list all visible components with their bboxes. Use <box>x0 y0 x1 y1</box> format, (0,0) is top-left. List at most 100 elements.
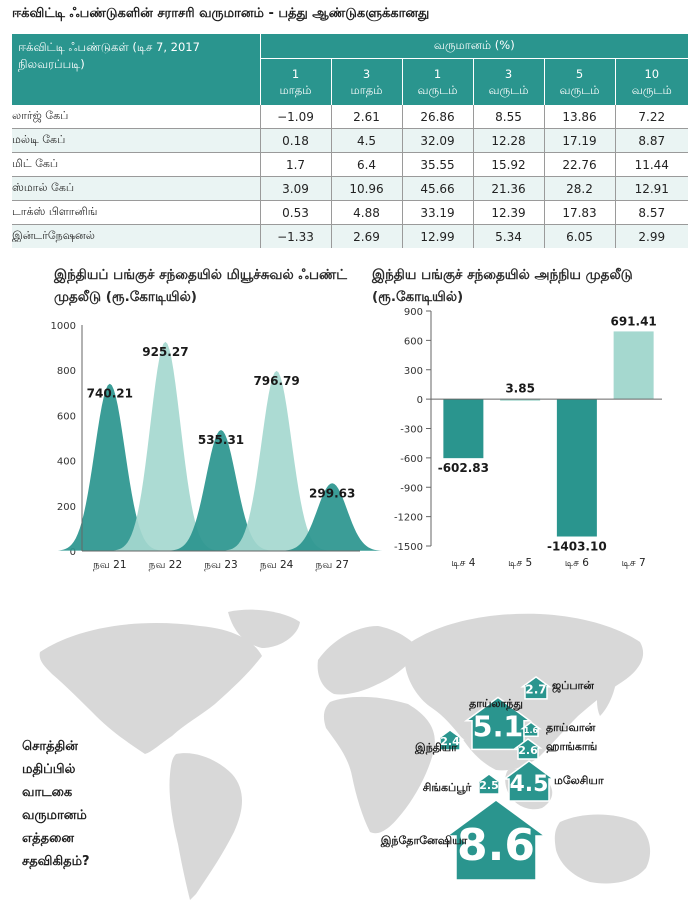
return-cell: 6.4 <box>330 152 402 177</box>
mf-peak <box>57 383 162 551</box>
period-unit: மாதம் <box>279 83 312 97</box>
period-header: 3 மாதம் <box>330 58 402 105</box>
return-cell: 1.7 <box>259 152 331 177</box>
return-cell: 7.22 <box>614 105 689 129</box>
y-tick-label: -1500 <box>394 542 423 553</box>
period-number: 3 <box>362 67 371 81</box>
x-tick-label: டிச 4 <box>451 557 476 569</box>
return-cell: 12.39 <box>472 200 544 225</box>
mf-value-label: 740.21 <box>87 387 133 401</box>
fii-chart-title: இந்திய பங்குச் சந்தையில் அந்நிய முதலீடு … <box>372 267 633 305</box>
australia-shape <box>554 814 651 884</box>
world-map: 2.7 ஜப்பான்5.1தாய்லாந்து1.6 தாய்வான்2.4இந்… <box>39 609 651 900</box>
y-tick-label: 800 <box>57 366 76 377</box>
y-tick-label: 600 <box>404 336 423 347</box>
return-cell: 17.19 <box>543 128 615 153</box>
return-cell: 0.18 <box>259 128 331 153</box>
return-cell: 17.83 <box>543 200 615 225</box>
return-cell: 33.19 <box>401 200 473 225</box>
return-cell: 2.99 <box>614 224 689 248</box>
mf-peak <box>280 483 385 551</box>
page-title: ஈக்விட்டி ஃபண்டுகளின் சராசரி வருமானம் - … <box>12 6 430 21</box>
country-yield-value: 2.7 <box>525 682 546 696</box>
return-cell: −1.33 <box>259 224 331 248</box>
period-unit: வருடம் <box>417 83 458 97</box>
y-tick-label: 200 <box>57 502 76 513</box>
returns-table: ஈக்விட்டி ஃபண்டுகள் (டிச 7, 2017 நிலவரப்… <box>12 34 689 248</box>
fund-category: லார்ஜ் கேப் <box>12 105 260 129</box>
x-tick-label: நவ 21 <box>93 559 126 571</box>
fii-value-label: 3.85 <box>505 382 535 396</box>
mf-investment-chart: 0 200 400 600 800 1000 740.21 நவ 21 925.27 நவ 22 5… <box>51 321 385 571</box>
y-tick-label: 0 <box>417 395 423 406</box>
fund-category: ஸ்மால் கேப் <box>12 176 260 201</box>
country-name-label: ஹாங்காங் <box>546 740 597 753</box>
y-tick-label: -300 <box>400 425 423 436</box>
y-tick-label: 0 <box>70 547 76 558</box>
period-header: 5 வருடம் <box>543 58 615 105</box>
return-cell: 8.87 <box>614 128 689 153</box>
country-name-label: மலேசியா <box>554 774 604 787</box>
mf-peak <box>224 370 329 551</box>
return-cell: 12.99 <box>401 224 473 248</box>
country-name-label: சிங்கப்பூர் <box>423 781 472 795</box>
period-header: 1 மாதம் <box>259 58 331 105</box>
period-unit: வருடம் <box>559 83 600 97</box>
country-arrow <box>435 729 465 751</box>
y-tick-label: 900 <box>404 307 423 318</box>
period-header: 3 வருடம் <box>472 58 544 105</box>
table-row: மிட் கேப் 1.7 6.4 35.55 15.92 22.76 11.44 <box>12 152 689 177</box>
y-tick-label: 400 <box>57 457 76 468</box>
return-cell: 6.05 <box>543 224 615 248</box>
south-america-shape <box>169 753 242 900</box>
period-number: 3 <box>504 67 513 81</box>
country-arrow <box>444 799 548 881</box>
return-cell: 3.09 <box>259 176 331 201</box>
period-unit: வருடம் <box>631 83 672 97</box>
mf-value-label: 925.27 <box>142 345 188 359</box>
fii-bar <box>443 399 484 459</box>
country-arrow <box>502 760 556 802</box>
x-tick-label: நவ 24 <box>260 559 294 571</box>
question-line: மதிப்பில் <box>22 762 76 777</box>
fii-bar <box>500 398 541 401</box>
y-tick-label: 300 <box>404 366 423 377</box>
fii-investment-chart: 900 600 300 0 -300 -600 -900 -1200 -1500 -602.83 ட… <box>394 307 662 569</box>
mf-value-label: 535.31 <box>198 433 244 447</box>
return-cell: 8.55 <box>472 105 544 129</box>
table-row: ஸ்மால் கேப் 3.09 10.96 45.66 21.36 28.2 12.91 <box>12 176 689 201</box>
table-row: இன்டர்நேஷனல் −1.33 2.69 12.99 5.34 6.05 2.99 <box>12 224 689 248</box>
country-yield-value: 1.6 <box>524 726 539 735</box>
question-line: சொத்தின் <box>22 739 78 754</box>
question-line: எத்தனை <box>22 831 74 846</box>
country-yield-value: 2.4 <box>440 735 460 748</box>
return-cell: 2.69 <box>330 224 402 248</box>
y-tick-label: 1000 <box>51 321 76 332</box>
table-row: டாக்ஸ் பிளானிங் 0.53 4.88 33.19 12.39 17.83 8.… <box>12 200 689 225</box>
fund-category: மிட் கேப் <box>12 152 260 177</box>
fii-value-label: 691.41 <box>610 314 656 328</box>
return-cell: 28.2 <box>543 176 615 201</box>
return-cell: 2.61 <box>330 105 402 129</box>
return-cell: 32.09 <box>401 128 473 153</box>
map-land <box>39 609 651 900</box>
fii-bar <box>556 399 597 537</box>
period-number: 5 <box>575 67 584 81</box>
mf-peak <box>169 430 273 551</box>
fund-category: மல்டி கேப் <box>12 128 260 153</box>
greenland-shape <box>228 609 300 648</box>
country-arrow <box>520 675 552 700</box>
y-tick-label: 600 <box>57 411 76 422</box>
country-arrow <box>463 696 533 751</box>
period-unit: வருடம் <box>488 83 529 97</box>
country-arrow <box>513 738 543 760</box>
return-cell: 12.91 <box>614 176 689 201</box>
country-yield-value: 8.6 <box>457 820 535 871</box>
country-name-label: தாய்லாந்து <box>469 697 523 711</box>
return-cell: 35.55 <box>401 152 473 177</box>
table-row: லார்ஜ் கேப் −1.09 2.61 26.86 8.55 13.86 7.22 <box>12 105 689 129</box>
fund-category: டாக்ஸ் பிளானிங் <box>12 200 260 225</box>
return-cell: 12.28 <box>472 128 544 153</box>
y-tick-label: -900 <box>400 483 423 494</box>
x-tick-label: டிச 5 <box>508 557 532 569</box>
